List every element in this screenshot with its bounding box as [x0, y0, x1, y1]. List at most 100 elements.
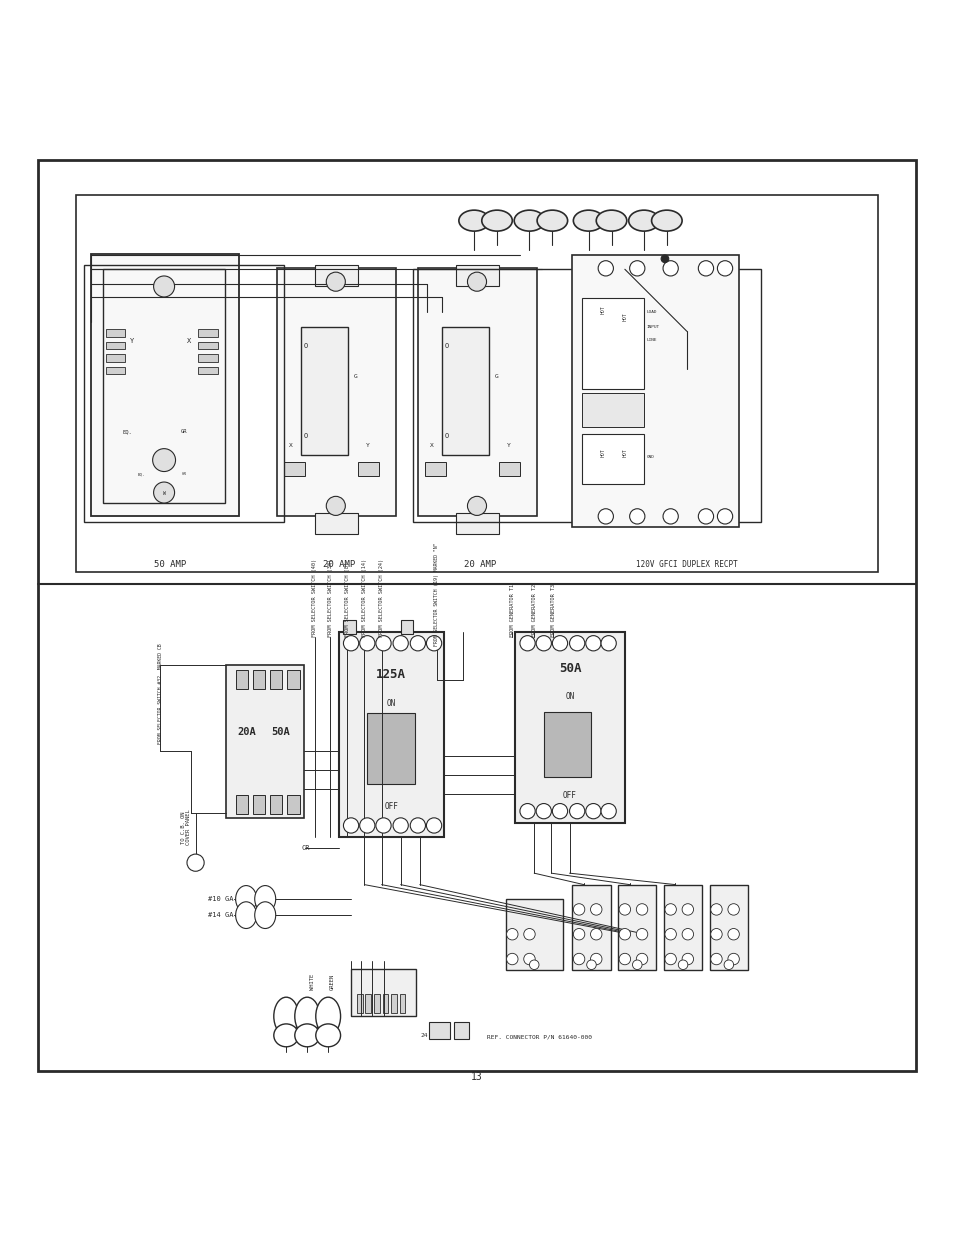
Text: ON: ON [565, 692, 574, 701]
Bar [454, 1023, 469, 1039]
Text: 50A: 50A [271, 727, 290, 737]
Circle shape [343, 818, 358, 834]
Bar [106, 367, 125, 374]
Circle shape [727, 904, 739, 915]
Circle shape [359, 818, 375, 834]
Text: 13: 13 [471, 1072, 482, 1082]
Circle shape [664, 953, 676, 965]
Circle shape [326, 272, 345, 291]
Ellipse shape [315, 1024, 340, 1047]
Text: LOAD: LOAD [646, 310, 657, 314]
Bar [226, 666, 304, 818]
Bar [198, 330, 217, 337]
Circle shape [662, 261, 678, 275]
Circle shape [552, 804, 567, 819]
Circle shape [410, 818, 425, 834]
Circle shape [519, 804, 535, 819]
Text: FROM SELECTOR SWITCH (14): FROM SELECTOR SWITCH (14) [361, 558, 367, 636]
Bar [543, 711, 591, 777]
Text: FROM SELECTOR SWITCH #32  MARKED CB: FROM SELECTOR SWITCH #32 MARKED CB [157, 643, 163, 745]
Bar [284, 462, 305, 477]
Ellipse shape [651, 210, 681, 231]
Text: TO C.B. ON
COVER PANEL: TO C.B. ON COVER PANEL [180, 809, 192, 845]
Circle shape [698, 509, 713, 524]
Bar [106, 354, 125, 362]
Circle shape [585, 636, 600, 651]
Bar [338, 632, 443, 837]
Bar [235, 669, 248, 689]
Circle shape [586, 960, 596, 969]
Text: O: O [444, 433, 448, 440]
Bar [84, 264, 284, 522]
Circle shape [590, 904, 601, 915]
Bar [103, 269, 225, 503]
Circle shape [573, 904, 584, 915]
Bar [374, 994, 379, 1014]
Ellipse shape [274, 1024, 298, 1047]
Circle shape [187, 855, 204, 871]
Bar [581, 393, 643, 427]
Text: FROM SELECTOR SWITCH (19) MARKED "N": FROM SELECTOR SWITCH (19) MARKED "N" [434, 542, 439, 646]
Text: ON: ON [386, 699, 395, 708]
Bar [581, 298, 643, 389]
Bar [198, 354, 217, 362]
Bar [367, 713, 415, 784]
Circle shape [717, 261, 732, 275]
Bar [425, 462, 446, 477]
Text: INPUT: INPUT [646, 325, 659, 329]
Ellipse shape [628, 210, 659, 231]
Circle shape [717, 509, 732, 524]
Circle shape [698, 261, 713, 275]
Text: O: O [303, 342, 307, 348]
Circle shape [585, 804, 600, 819]
Text: GR: GR [181, 429, 187, 433]
Text: X: X [430, 443, 434, 448]
Circle shape [600, 636, 616, 651]
Text: Y: Y [130, 338, 133, 343]
Circle shape [536, 804, 551, 819]
Text: 50 AMP: 50 AMP [153, 559, 186, 568]
Bar [413, 269, 760, 522]
Circle shape [681, 953, 693, 965]
Text: REF. CONNECTOR P/N 61640-000: REF. CONNECTOR P/N 61640-000 [486, 1035, 591, 1040]
Text: FROM SELECTOR SWITCH (38): FROM SELECTOR SWITCH (38) [327, 558, 333, 636]
Circle shape [590, 929, 601, 940]
Circle shape [359, 636, 375, 651]
Text: Y: Y [506, 443, 510, 448]
Circle shape [153, 482, 174, 503]
Circle shape [506, 953, 517, 965]
Circle shape [664, 904, 676, 915]
Circle shape [467, 272, 486, 291]
Text: HOT: HOT [621, 448, 627, 457]
Text: FROM SELECTOR SWITCH (24): FROM SELECTOR SWITCH (24) [378, 558, 384, 636]
Circle shape [536, 636, 551, 651]
Bar [663, 884, 701, 971]
Text: #14 GA.: #14 GA. [208, 913, 237, 918]
Bar [343, 620, 355, 634]
Text: 125A: 125A [375, 668, 406, 682]
Circle shape [618, 929, 630, 940]
Bar [572, 884, 610, 971]
Bar [365, 994, 371, 1014]
Ellipse shape [235, 885, 256, 913]
Circle shape [660, 254, 668, 263]
Circle shape [710, 953, 721, 965]
Text: FROM SELECTOR SWITCH [8]: FROM SELECTOR SWITCH [8] [344, 562, 350, 636]
Circle shape [569, 636, 584, 651]
Text: EQ.: EQ. [122, 429, 132, 433]
Bar [351, 968, 416, 1016]
Circle shape [662, 509, 678, 524]
Circle shape [710, 929, 721, 940]
Bar [456, 513, 498, 534]
Circle shape [410, 636, 425, 651]
Bar [505, 899, 562, 971]
Bar [314, 264, 357, 285]
Ellipse shape [596, 210, 626, 231]
Ellipse shape [573, 210, 603, 231]
Bar [287, 795, 299, 814]
Circle shape [664, 929, 676, 940]
Bar [91, 254, 238, 516]
Bar [400, 620, 413, 634]
Bar [429, 1023, 450, 1039]
Bar [287, 669, 299, 689]
